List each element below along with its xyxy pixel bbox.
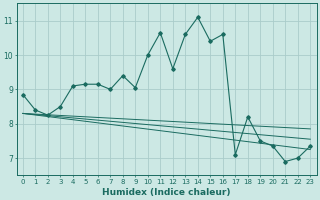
X-axis label: Humidex (Indice chaleur): Humidex (Indice chaleur) bbox=[102, 188, 231, 197]
